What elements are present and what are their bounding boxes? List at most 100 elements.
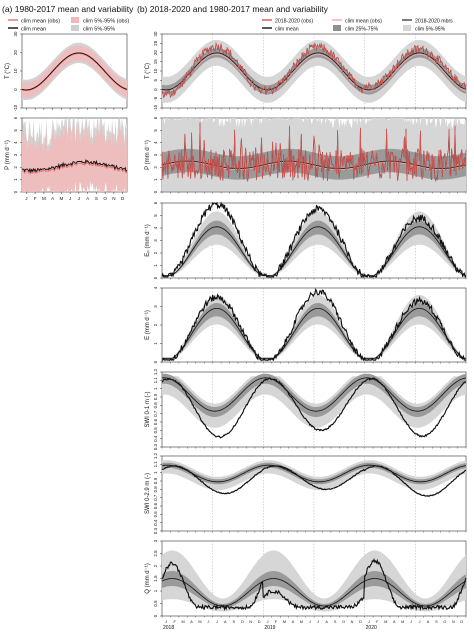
y-tick-label: 0.3	[153, 443, 158, 450]
y-tick-label: 1.2	[153, 368, 158, 375]
month-label: J	[25, 196, 27, 201]
clim-25-75-band	[162, 220, 466, 276]
y-tick-label: 0.9	[153, 477, 158, 484]
clim-mean-line	[21, 158, 128, 174]
y-tick-label: 0	[13, 190, 18, 193]
month-label: D	[460, 620, 463, 624]
y-tick-label: 20	[13, 50, 18, 55]
legend-label: clim mean	[275, 27, 299, 33]
legend-label: clim mean (obs)	[345, 19, 382, 25]
y-tick-label: 2.5	[153, 550, 158, 557]
legend-label: clim 5%-95%	[83, 27, 115, 33]
month-label: J	[165, 620, 167, 624]
month-label: M	[198, 620, 201, 624]
y-tick-label: 1	[153, 342, 158, 345]
panel-b-potential-evaporation: 0 1 2 3 4 5 6 Eₚ (mm d⁻¹)	[145, 201, 467, 280]
legend-band-swatch	[333, 25, 341, 31]
panel-a-legend: clim mean (obs) clim 5%-95% (obs) clim mea…	[8, 17, 129, 33]
y-tick-label: 5	[153, 214, 158, 217]
month-label: D	[359, 620, 362, 624]
y-tick-label: 1.1	[153, 461, 158, 468]
clim-mean-obs-line	[21, 160, 128, 176]
month-label: J	[216, 620, 218, 624]
y-tick-label: 0.8	[153, 402, 158, 409]
month-label: S	[334, 620, 337, 624]
y-tick-label: 2	[153, 166, 158, 169]
y-tick-label: 10	[13, 68, 18, 73]
y-tick-label: 0.4	[153, 519, 158, 526]
clim-obs-5-95-band	[22, 121, 127, 192]
legend-label: clim mean	[21, 27, 46, 33]
month-label: J	[309, 620, 311, 624]
y-tick-label: 3	[13, 153, 18, 156]
panel-b-legend: 2018-2020 (obs) clim mean (obs) 2018-2020 …	[262, 19, 453, 33]
members-line	[161, 465, 467, 497]
y-axis-label: SWI 0-2.9 m (-)	[145, 473, 151, 514]
month-label: M	[384, 620, 387, 624]
month-label: A	[51, 196, 55, 201]
y-tick-label: 2	[153, 323, 158, 326]
y-axis-label: Eₚ (mm d⁻¹)	[145, 224, 151, 256]
y-tick-label: 3	[153, 539, 158, 542]
month-label: M	[300, 620, 303, 624]
panel-a-temperature: -10 0 10 20 30 T (°C)	[5, 31, 128, 111]
y-tick-label: 0	[153, 88, 158, 91]
month-label: J	[419, 620, 421, 624]
month-label: N	[452, 620, 455, 624]
clim-mean-line	[162, 308, 466, 359]
month-label: S	[435, 620, 438, 624]
legend-label: clim mean (obs)	[21, 19, 60, 25]
month-label: J	[267, 620, 269, 624]
y-tick-label: 4	[153, 226, 158, 229]
y-tick-label: 10	[153, 68, 158, 73]
month-label: M	[401, 620, 404, 624]
year-label: 2020	[366, 625, 377, 631]
month-label: J	[317, 620, 319, 624]
legend-label: 2018-2020 (obs)	[275, 19, 313, 25]
legend-band-swatch	[71, 17, 79, 23]
clim-25-75-band	[162, 571, 466, 608]
month-label: M	[283, 620, 286, 624]
y-tick-label: 1.2	[153, 452, 158, 459]
y-tick-label: 20	[153, 50, 158, 55]
clim-25-75-band	[162, 373, 466, 417]
month-label: A	[86, 196, 90, 201]
month-label: A	[292, 620, 295, 624]
y-tick-label: 0.5	[153, 511, 158, 518]
y-tick-label: 5	[153, 129, 158, 132]
month-label: A	[325, 620, 328, 624]
y-tick-label: 25	[153, 40, 158, 45]
y-tick-label: 0	[153, 276, 158, 279]
month-label: A	[190, 620, 193, 624]
clim-mean-line	[161, 578, 467, 607]
members-line	[161, 201, 467, 279]
y-tick-label: 4	[13, 141, 18, 144]
y-tick-label: 0.6	[153, 502, 158, 509]
y-tick-label: -10	[13, 104, 18, 111]
y-tick-label: 0	[13, 88, 18, 91]
obs-line	[161, 122, 467, 182]
y-axis-label: P (mm d⁻¹)	[5, 140, 11, 170]
month-label: A	[224, 620, 227, 624]
y-tick-label: 0.3	[153, 527, 158, 534]
y-tick-label: 5	[13, 129, 18, 132]
month-label: S	[95, 196, 98, 201]
month-label: M	[42, 196, 46, 201]
y-tick-label: 0.8	[153, 486, 158, 493]
panel-b-discharge: 00.511.522.53Q (mm d⁻¹)J F M A M J J A S O N D2018J…	[145, 539, 467, 631]
clim-mean-line	[161, 464, 467, 483]
month-label: A	[393, 620, 396, 624]
y-axis-label: Q (mm d⁻¹)	[145, 563, 151, 594]
y-tick-label: 1	[13, 178, 18, 181]
clim-obs-5-95-band	[22, 45, 127, 98]
members-line	[162, 288, 466, 362]
y-tick-label: 0.5	[153, 427, 158, 434]
y-tick-label: 15	[153, 59, 158, 64]
y-tick-label: 3	[153, 305, 158, 308]
clim-mean-line	[162, 226, 466, 276]
y-tick-label: 0	[153, 190, 158, 193]
clim-5-95-band	[162, 39, 466, 103]
y-tick-label: 6	[153, 116, 158, 119]
y-axis-label: P (mm d⁻¹)	[145, 140, 151, 170]
